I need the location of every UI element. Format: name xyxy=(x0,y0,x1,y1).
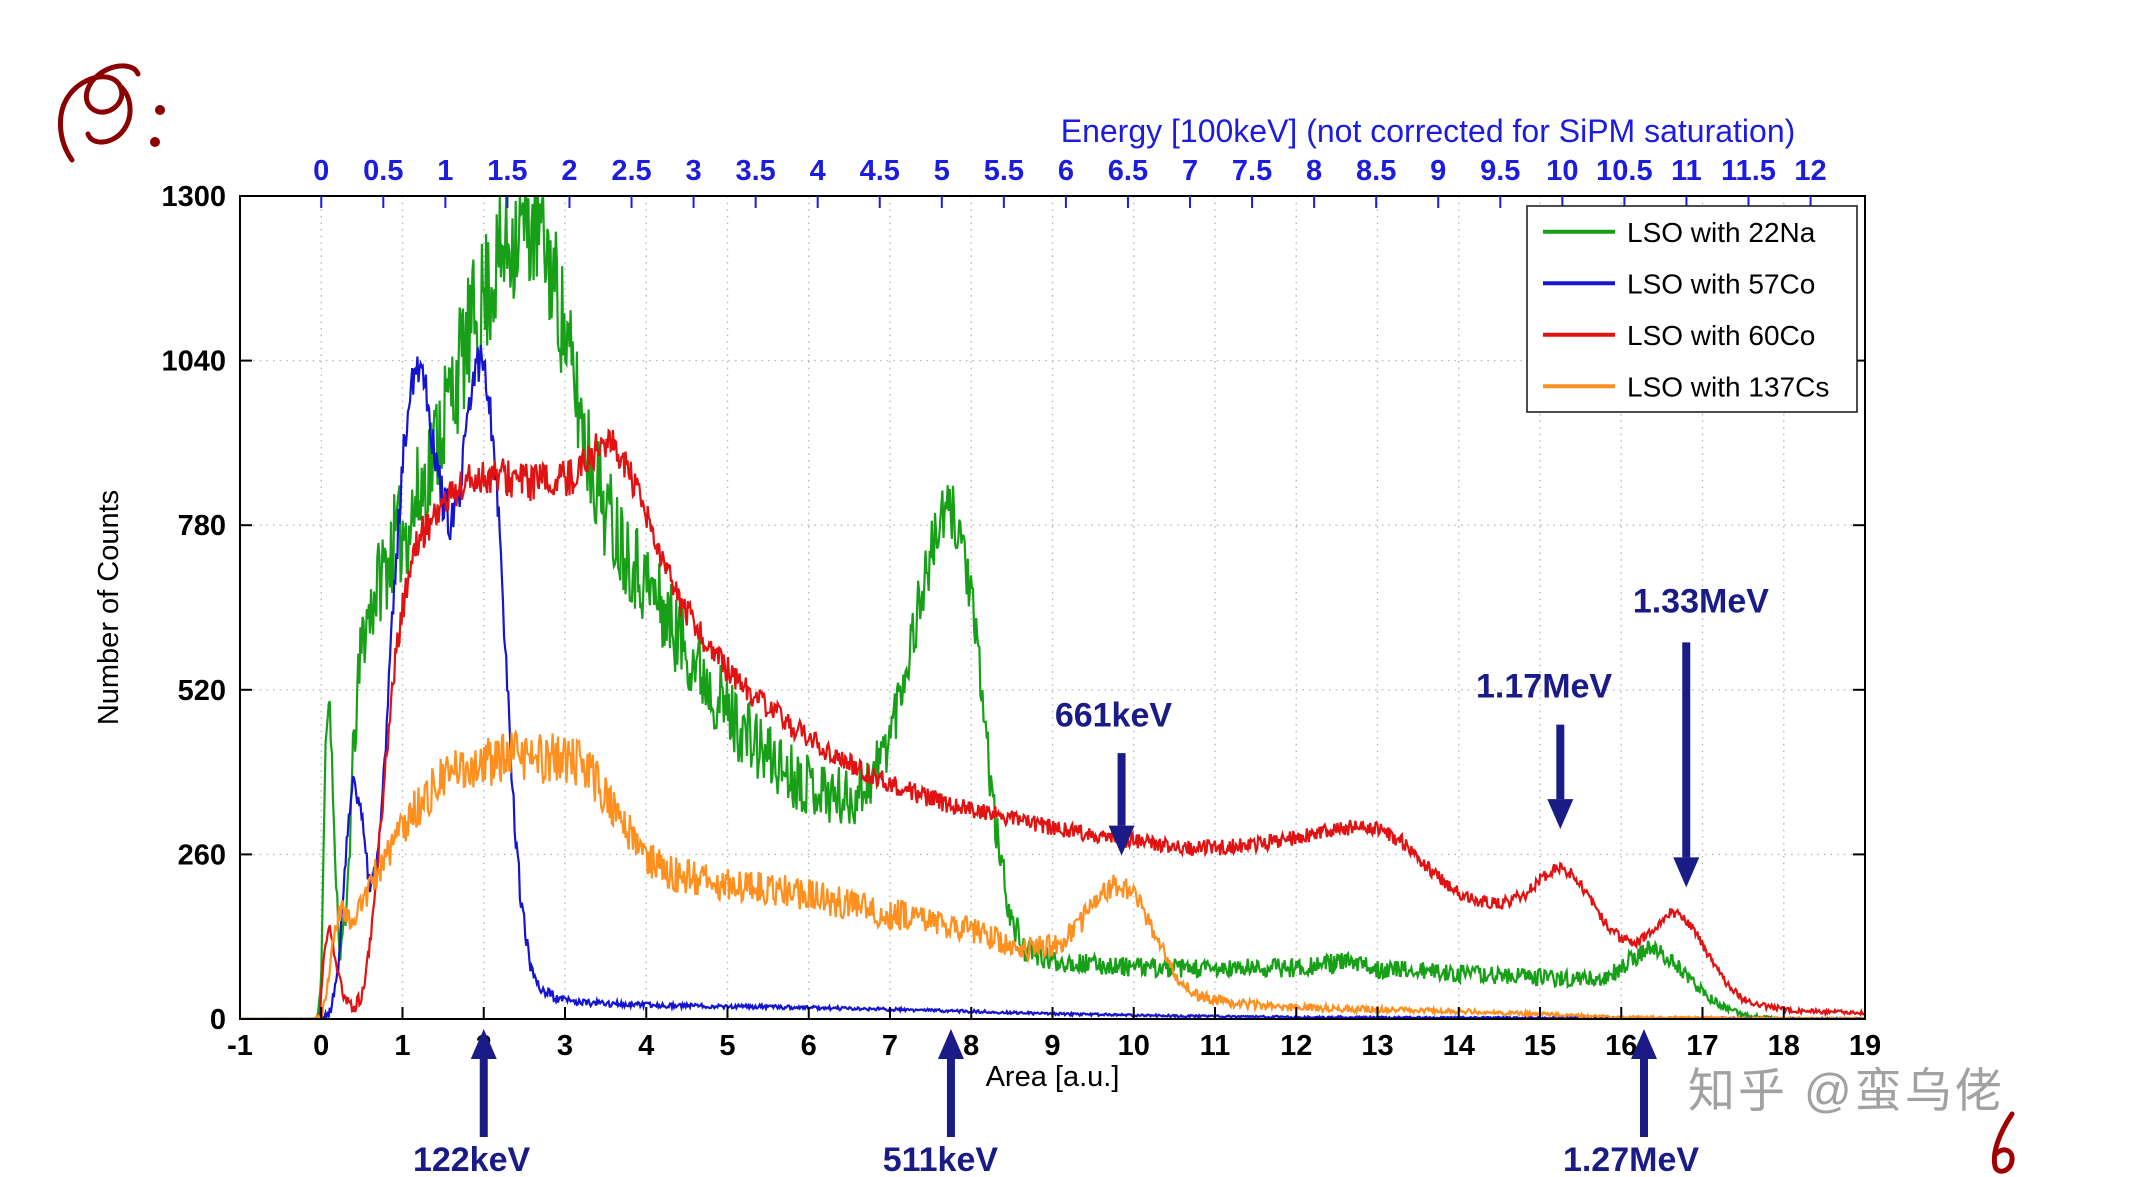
svg-text:Energy [100keV] (not corrected: Energy [100keV] (not corrected for SiPM … xyxy=(1061,113,1796,149)
svg-text:9: 9 xyxy=(1044,1030,1060,1062)
svg-text:5: 5 xyxy=(719,1030,735,1062)
series-LSO-with-60Co xyxy=(240,428,1865,1019)
svg-text:14: 14 xyxy=(1443,1030,1475,1062)
svg-text:2: 2 xyxy=(561,155,577,187)
svg-text:0.5: 0.5 xyxy=(363,155,403,187)
svg-text:122keV: 122keV xyxy=(413,1141,531,1177)
annotation-1.17MeV: 1.17MeV xyxy=(1476,667,1612,830)
series-LSO-with-22Na xyxy=(240,196,1865,1019)
svg-text:10.5: 10.5 xyxy=(1596,155,1652,187)
svg-text:8: 8 xyxy=(1306,155,1322,187)
svg-text:661keV: 661keV xyxy=(1055,697,1173,735)
annotations: 661keV 1.17MeV 1.33MeV 122keV 511keV 1.27MeV xyxy=(413,583,1769,1177)
svg-text:LSO with 57Co: LSO with 57Co xyxy=(1627,268,1815,299)
svg-text:4.5: 4.5 xyxy=(860,155,900,187)
svg-text:LSO with 137Cs: LSO with 137Cs xyxy=(1627,371,1829,402)
annotation-1.27MeV: 1.27MeV xyxy=(1563,1029,1699,1177)
svg-text:1.5: 1.5 xyxy=(487,155,527,187)
annotation-661keV: 661keV xyxy=(1055,697,1173,856)
svg-text:4: 4 xyxy=(810,155,826,187)
svg-text:3: 3 xyxy=(686,155,702,187)
watermark: 知乎 @蛮乌佬 xyxy=(1688,1064,2005,1117)
svg-text:9.5: 9.5 xyxy=(1480,155,1520,187)
svg-text:16: 16 xyxy=(1605,1030,1637,1062)
svg-text:6.5: 6.5 xyxy=(1108,155,1148,187)
svg-text:13: 13 xyxy=(1361,1030,1393,1062)
svg-text:12: 12 xyxy=(1794,155,1826,187)
annotation-122keV: 122keV xyxy=(413,1029,531,1177)
svg-text:9: 9 xyxy=(1430,155,1446,187)
svg-text:10: 10 xyxy=(1546,155,1578,187)
svg-text:18: 18 xyxy=(1768,1030,1800,1062)
svg-text:780: 780 xyxy=(178,510,226,542)
svg-text:11: 11 xyxy=(1200,1030,1231,1062)
svg-text:3.5: 3.5 xyxy=(735,155,775,187)
svg-text:LSO with 60Co: LSO with 60Co xyxy=(1627,320,1815,351)
axes: -101234567891011121314151617181902605207… xyxy=(93,113,1881,1093)
svg-text:0: 0 xyxy=(313,1030,329,1062)
legend: LSO with 22Na LSO with 57Co LSO with 60Co L… xyxy=(1526,205,1858,413)
legend-item: LSO with 137Cs xyxy=(1543,371,1829,402)
svg-text:3: 3 xyxy=(557,1030,573,1062)
svg-text:17: 17 xyxy=(1686,1030,1718,1062)
svg-text:11: 11 xyxy=(1671,155,1702,187)
svg-text:0: 0 xyxy=(313,155,329,187)
svg-text:5: 5 xyxy=(934,155,950,187)
legend-item: LSO with 57Co xyxy=(1543,268,1815,299)
svg-text:LSO with 22Na: LSO with 22Na xyxy=(1627,217,1816,248)
handwritten-red-mark-icon xyxy=(57,63,165,163)
svg-text:7: 7 xyxy=(882,1030,898,1062)
svg-text:1.27MeV: 1.27MeV xyxy=(1563,1141,1699,1177)
svg-text:8.5: 8.5 xyxy=(1356,155,1396,187)
svg-text:Number of Counts: Number of Counts xyxy=(93,490,125,725)
series-LSO-with-137Cs xyxy=(240,728,1865,1019)
svg-text:0: 0 xyxy=(210,1004,226,1036)
annotation-511keV: 511keV xyxy=(883,1029,999,1177)
svg-text:Area [a.u.]: Area [a.u.] xyxy=(986,1061,1120,1093)
svg-text:8: 8 xyxy=(963,1030,979,1062)
svg-text:260: 260 xyxy=(178,839,226,871)
svg-text:15: 15 xyxy=(1524,1030,1556,1062)
svg-text:19: 19 xyxy=(1849,1030,1881,1062)
svg-text:10: 10 xyxy=(1118,1030,1150,1062)
legend-item: LSO with 60Co xyxy=(1543,320,1815,351)
svg-text:1: 1 xyxy=(394,1030,410,1062)
svg-text:5.5: 5.5 xyxy=(984,155,1024,187)
svg-text:1: 1 xyxy=(437,155,453,187)
svg-text:6: 6 xyxy=(801,1030,817,1062)
series-LSO-with-57Co xyxy=(240,344,1865,1019)
svg-text:1040: 1040 xyxy=(161,346,226,378)
annotation-1.33MeV: 1.33MeV xyxy=(1633,583,1769,888)
svg-text:1.17MeV: 1.17MeV xyxy=(1476,667,1612,705)
svg-text:4: 4 xyxy=(638,1030,654,1062)
handwritten-red-mark-bottom-icon xyxy=(1991,1111,2015,1174)
svg-text:7.5: 7.5 xyxy=(1232,155,1272,187)
svg-text:7: 7 xyxy=(1182,155,1198,187)
svg-text:2.5: 2.5 xyxy=(611,155,651,187)
svg-text:520: 520 xyxy=(178,675,226,707)
svg-text:1.33MeV: 1.33MeV xyxy=(1633,583,1769,621)
svg-text:1300: 1300 xyxy=(161,181,226,213)
svg-text:11.5: 11.5 xyxy=(1721,155,1776,187)
svg-text:6: 6 xyxy=(1058,155,1074,187)
svg-text:-1: -1 xyxy=(227,1030,253,1062)
svg-text:12: 12 xyxy=(1280,1030,1312,1062)
svg-text:511keV: 511keV xyxy=(883,1141,999,1177)
legend-item: LSO with 22Na xyxy=(1543,217,1816,248)
